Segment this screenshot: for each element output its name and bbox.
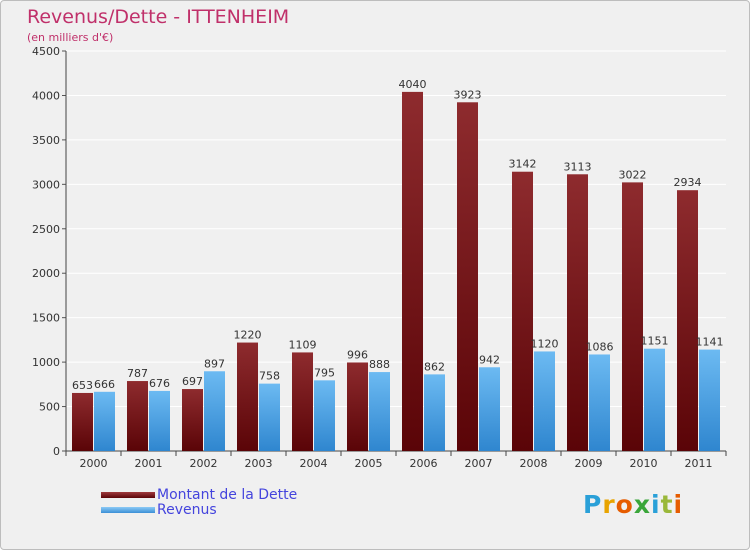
debt-bar xyxy=(72,392,93,451)
revenue-bar xyxy=(314,380,335,451)
x-tick-label: 2005 xyxy=(355,457,383,470)
plot-area xyxy=(66,51,726,451)
debt-bar xyxy=(347,362,368,451)
debt-bar-label: 697 xyxy=(182,375,203,388)
revenue-bar-label: 862 xyxy=(424,360,445,373)
revenue-bar-label: 676 xyxy=(149,377,170,390)
debt-bar-label: 653 xyxy=(72,379,93,392)
debt-bar xyxy=(402,91,423,451)
x-tick-label: 2008 xyxy=(520,457,548,470)
debt-bar-label: 787 xyxy=(127,367,148,380)
x-tick-label: 2006 xyxy=(410,457,438,470)
proxiti-logo: Proxiti xyxy=(583,490,684,519)
x-tick-label: 2004 xyxy=(300,457,328,470)
x-tick-label: 2001 xyxy=(135,457,163,470)
revenue-bar-label: 1151 xyxy=(641,335,669,348)
revenue-bar-label: 666 xyxy=(94,378,115,391)
revenue-bar xyxy=(699,349,720,451)
x-tick-label: 2002 xyxy=(190,457,218,470)
debt-bar-label: 3142 xyxy=(509,158,537,171)
revenue-bar-label: 888 xyxy=(369,358,390,371)
revenue-bar xyxy=(149,390,170,451)
revenue-bar xyxy=(479,367,500,451)
legend-label-debt: Montant de la Dette xyxy=(157,487,298,503)
debt-bar xyxy=(512,171,533,451)
legend-swatch-debt xyxy=(101,492,155,498)
legend-item-revenue: Revenus xyxy=(101,502,217,518)
legend-label-revenue: Revenus xyxy=(157,502,217,518)
legend-swatch-revenue xyxy=(101,507,155,513)
revenue-bar xyxy=(259,383,280,451)
debt-bar xyxy=(457,102,478,452)
x-tick-label: 2003 xyxy=(245,457,273,470)
debt-bar-label: 4040 xyxy=(399,78,427,91)
y-tick-label: 500 xyxy=(39,401,60,414)
revenue-bar-label: 1120 xyxy=(531,337,559,350)
debt-bar xyxy=(292,352,313,451)
y-tick-label: 2000 xyxy=(32,267,60,280)
y-tick-label: 4500 xyxy=(32,45,60,58)
chart-subtitle: (en milliers d'€) xyxy=(27,31,114,44)
y-tick-label: 1000 xyxy=(32,356,60,369)
debt-bar xyxy=(622,182,643,451)
debt-bar xyxy=(677,190,698,451)
debt-bar-label: 1109 xyxy=(289,338,317,351)
debt-bar-label: 2934 xyxy=(674,176,702,189)
revenue-bar-label: 1086 xyxy=(586,340,614,353)
debt-bar xyxy=(127,381,148,451)
revenue-bar xyxy=(424,374,445,451)
revenue-bar-label: 1141 xyxy=(696,336,724,349)
revenue-bar xyxy=(369,372,390,451)
revenue-bar xyxy=(534,351,555,451)
revenue-bar xyxy=(589,354,610,451)
debt-bar-label: 3022 xyxy=(619,168,647,181)
x-tick-label: 2000 xyxy=(80,457,108,470)
x-tick-label: 2011 xyxy=(685,457,713,470)
revenue-bar-label: 795 xyxy=(314,366,335,379)
chart-title: Revenus/Dette - ITTENHEIM xyxy=(27,6,290,28)
y-tick-label: 1500 xyxy=(32,312,60,325)
revenue-bar-label: 758 xyxy=(259,370,280,383)
debt-bar xyxy=(182,389,203,451)
revenue-bar-label: 942 xyxy=(479,353,500,366)
debt-bar xyxy=(567,174,588,452)
debt-bar-label: 3923 xyxy=(454,88,482,101)
revenue-bar xyxy=(94,391,115,451)
x-tick-label: 2007 xyxy=(465,457,493,470)
debt-bar-label: 996 xyxy=(347,348,368,361)
debt-bar xyxy=(237,342,258,451)
legend-item-debt: Montant de la Dette xyxy=(101,487,297,503)
y-tick-label: 4000 xyxy=(32,89,60,102)
x-tick-label: 2010 xyxy=(630,457,658,470)
debt-bar-label: 1220 xyxy=(234,329,262,342)
x-tick-label: 2009 xyxy=(575,457,603,470)
y-tick-label: 3500 xyxy=(32,134,60,147)
y-tick-label: 2500 xyxy=(32,223,60,236)
revenue-bar-label: 897 xyxy=(204,357,225,370)
revenue-bar xyxy=(644,348,665,451)
revenue-bar xyxy=(204,371,225,451)
debt-bar-label: 3113 xyxy=(564,160,592,173)
y-tick-label: 0 xyxy=(53,445,60,458)
y-tick-label: 3000 xyxy=(32,178,60,191)
